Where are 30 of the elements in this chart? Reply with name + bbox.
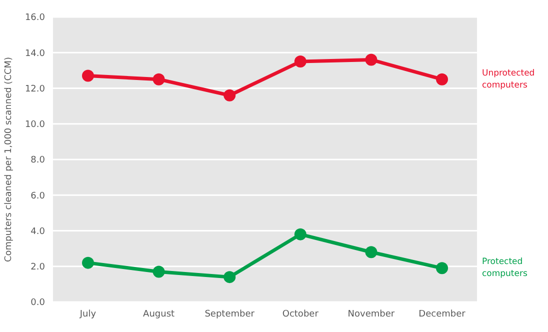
y-tick-label: 0.0 bbox=[30, 298, 46, 308]
x-tick-label: September bbox=[204, 309, 255, 320]
point bbox=[152, 73, 165, 86]
y-tick-label: 2.0 bbox=[30, 262, 46, 273]
y-tick-label: 10.0 bbox=[24, 120, 46, 130]
point bbox=[152, 266, 165, 278]
point bbox=[82, 256, 94, 269]
y-tick-label: 12.0 bbox=[24, 84, 46, 94]
x-tick-label: October bbox=[282, 309, 319, 320]
y-axis-title: Computers cleaned per 1,000 scanned (CCM) bbox=[4, 56, 14, 262]
point bbox=[436, 262, 448, 274]
x-tick-label: November bbox=[348, 309, 395, 320]
point bbox=[365, 246, 378, 258]
text: Protected computers bbox=[482, 257, 528, 280]
y-tick-label: 8.0 bbox=[30, 156, 46, 166]
x-tick-label: July bbox=[78, 309, 97, 320]
point bbox=[294, 228, 306, 240]
point bbox=[224, 271, 236, 284]
x-tick-label: December bbox=[418, 309, 466, 320]
y-tick-label: 16.0 bbox=[24, 13, 46, 24]
y-tick-label: 14.0 bbox=[24, 48, 46, 59]
x-tick-label: August bbox=[143, 309, 176, 320]
point bbox=[294, 56, 306, 68]
point bbox=[436, 73, 448, 86]
point bbox=[82, 70, 94, 82]
y-tick-label: 4.0 bbox=[30, 226, 46, 237]
text: Unprotected computers bbox=[482, 68, 535, 90]
y-tick-label: 6.0 bbox=[30, 191, 46, 202]
point bbox=[365, 54, 378, 66]
point bbox=[224, 89, 236, 102]
